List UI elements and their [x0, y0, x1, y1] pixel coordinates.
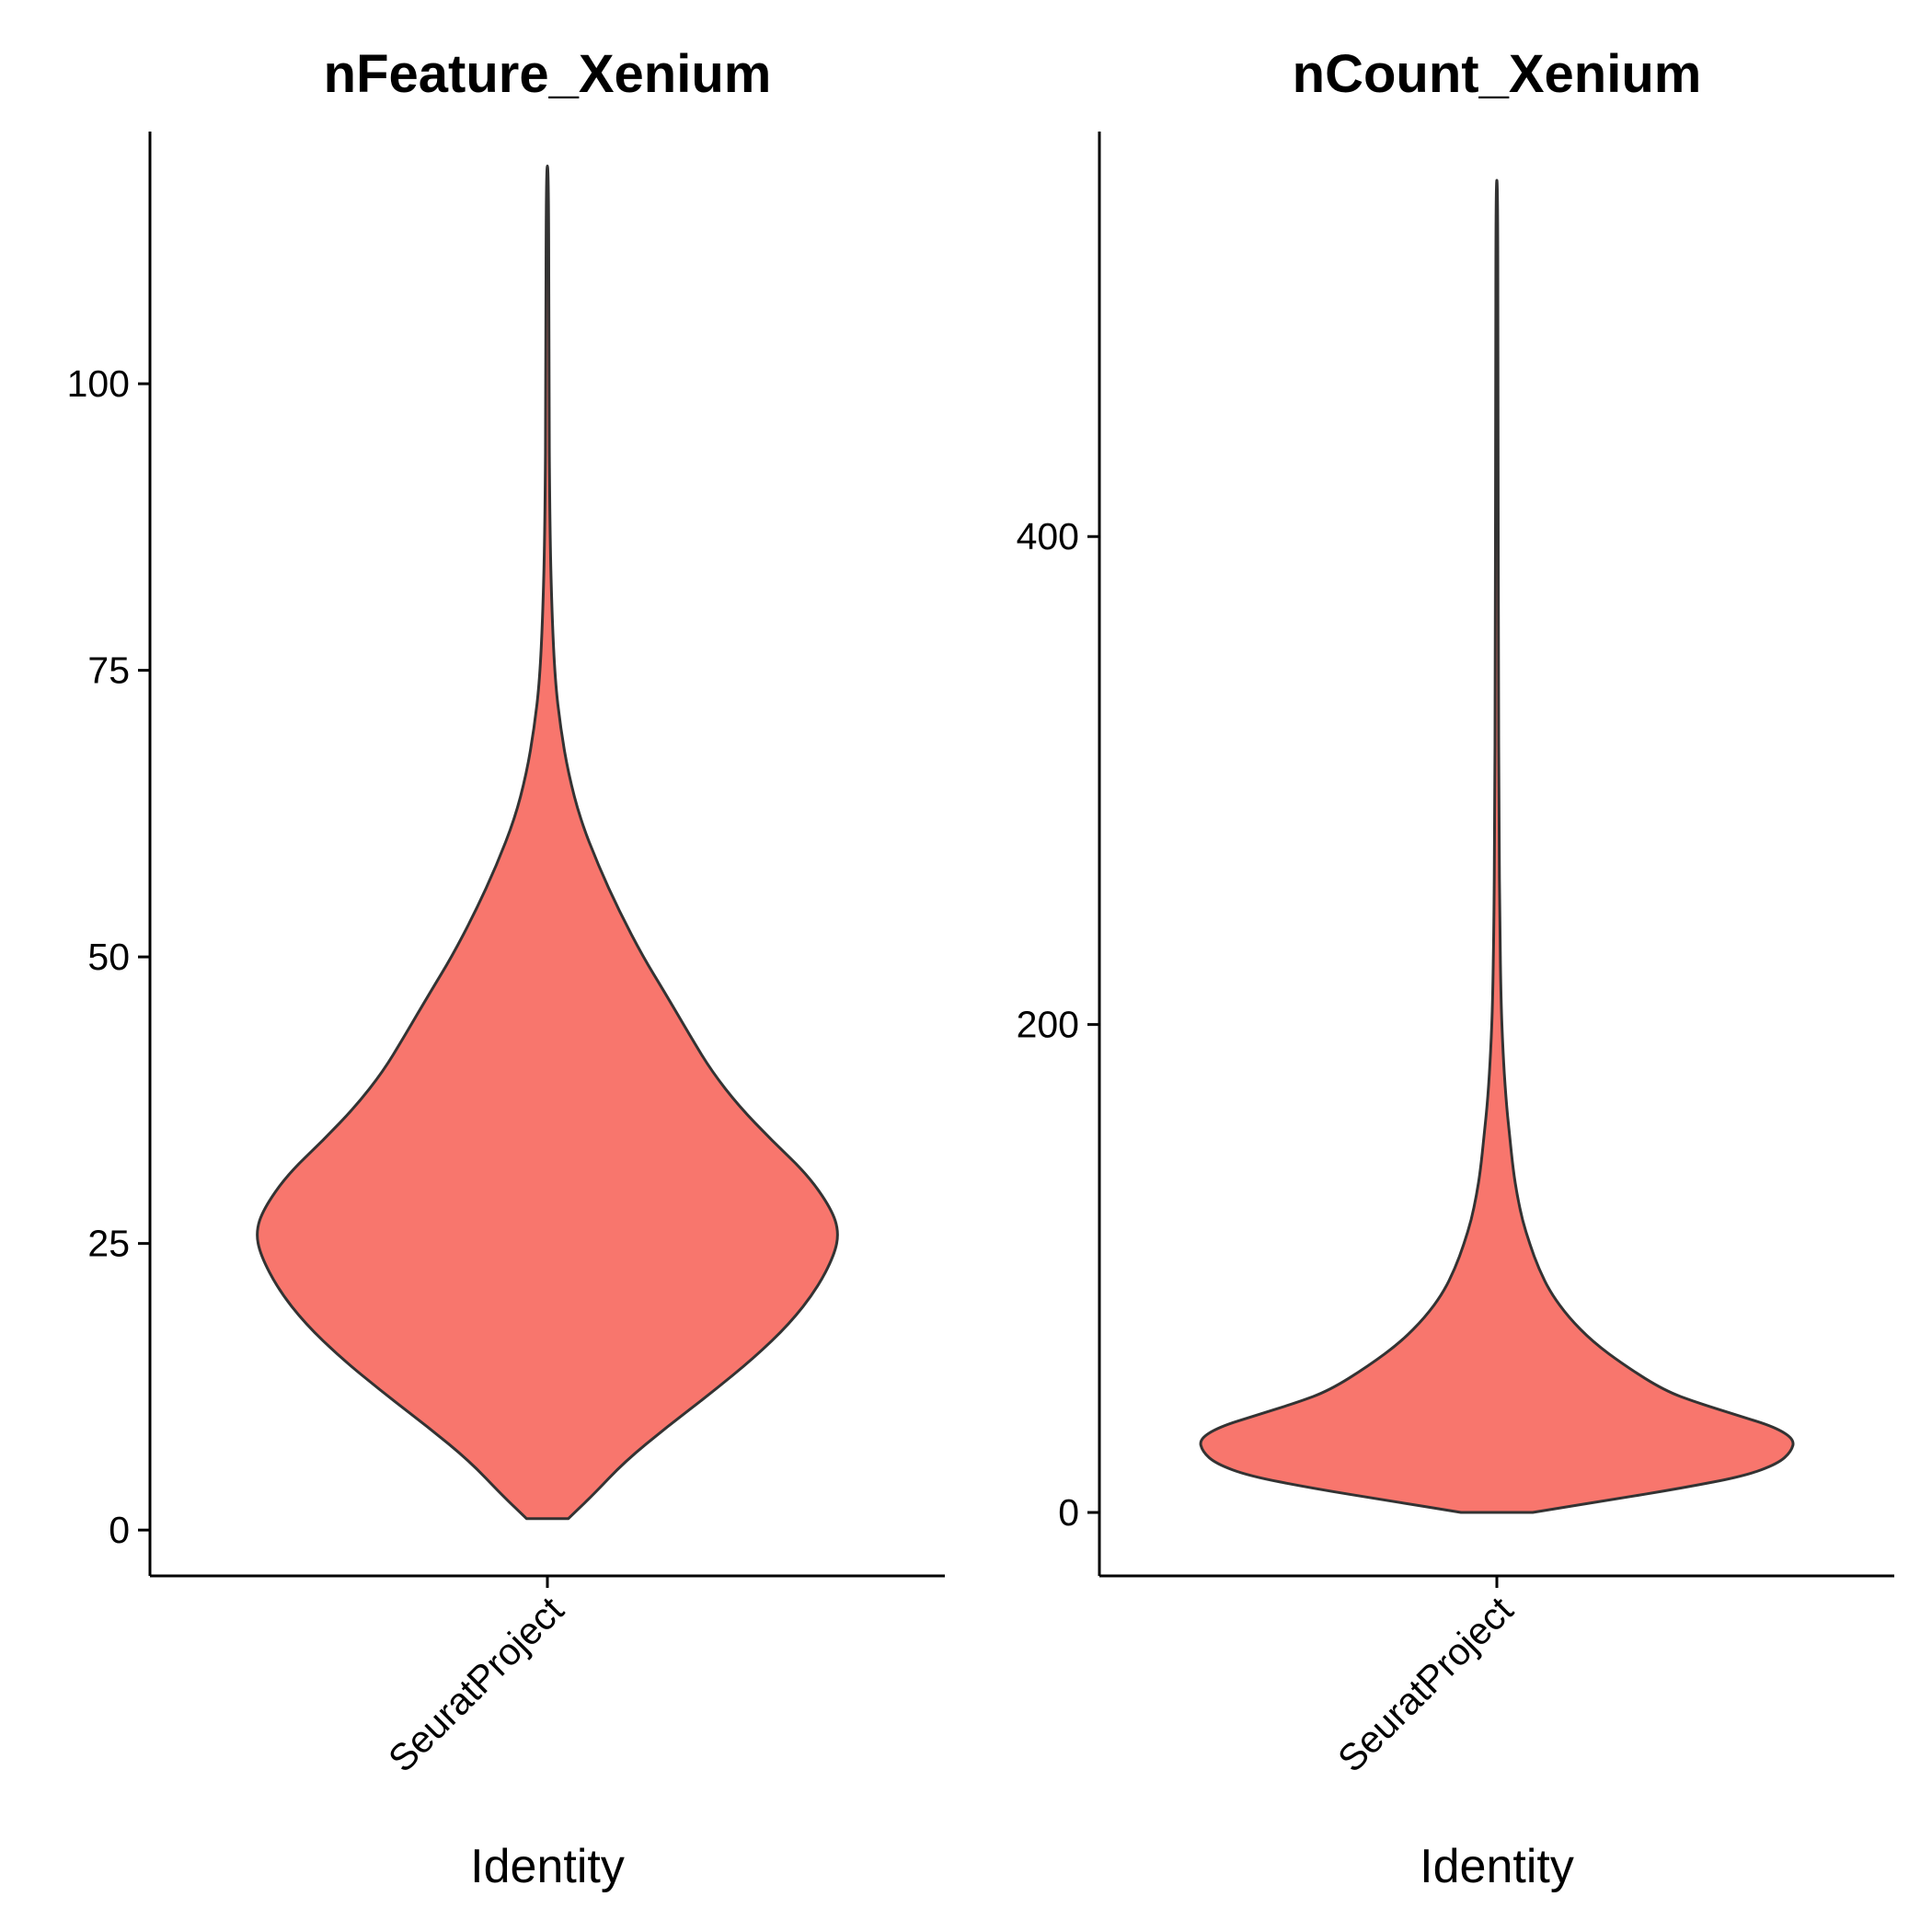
x-tick-label: SeuratProject — [1329, 1588, 1522, 1780]
violin-ncount — [1199, 178, 1795, 1514]
panel-title-nfeature: nFeature_Xenium — [324, 44, 772, 104]
y-tick-label: 0 — [109, 1509, 130, 1551]
panel-title-ncount: nCount_Xenium — [1293, 44, 1702, 104]
panel-nfeature: nFeature_Xenium 0 25 50 75 100 SeuratProject Id… — [67, 44, 945, 1893]
y-tick-label: 50 — [87, 936, 130, 978]
y-tick-label: 0 — [1058, 1491, 1079, 1534]
x-axis-label: Identity — [470, 1840, 625, 1893]
y-tick-label: 100 — [67, 362, 130, 405]
y-tick-label: 25 — [87, 1223, 130, 1265]
y-tick-label: 200 — [1017, 1004, 1079, 1046]
violin-nfeature — [256, 164, 839, 1521]
x-axis-label: Identity — [1420, 1840, 1574, 1893]
y-tick-label: 400 — [1017, 515, 1079, 557]
y-tick-label: 75 — [87, 649, 130, 692]
x-tick-label: SeuratProject — [380, 1588, 572, 1780]
panel-ncount: nCount_Xenium 0 200 400 SeuratProject Identit… — [1017, 44, 1894, 1893]
